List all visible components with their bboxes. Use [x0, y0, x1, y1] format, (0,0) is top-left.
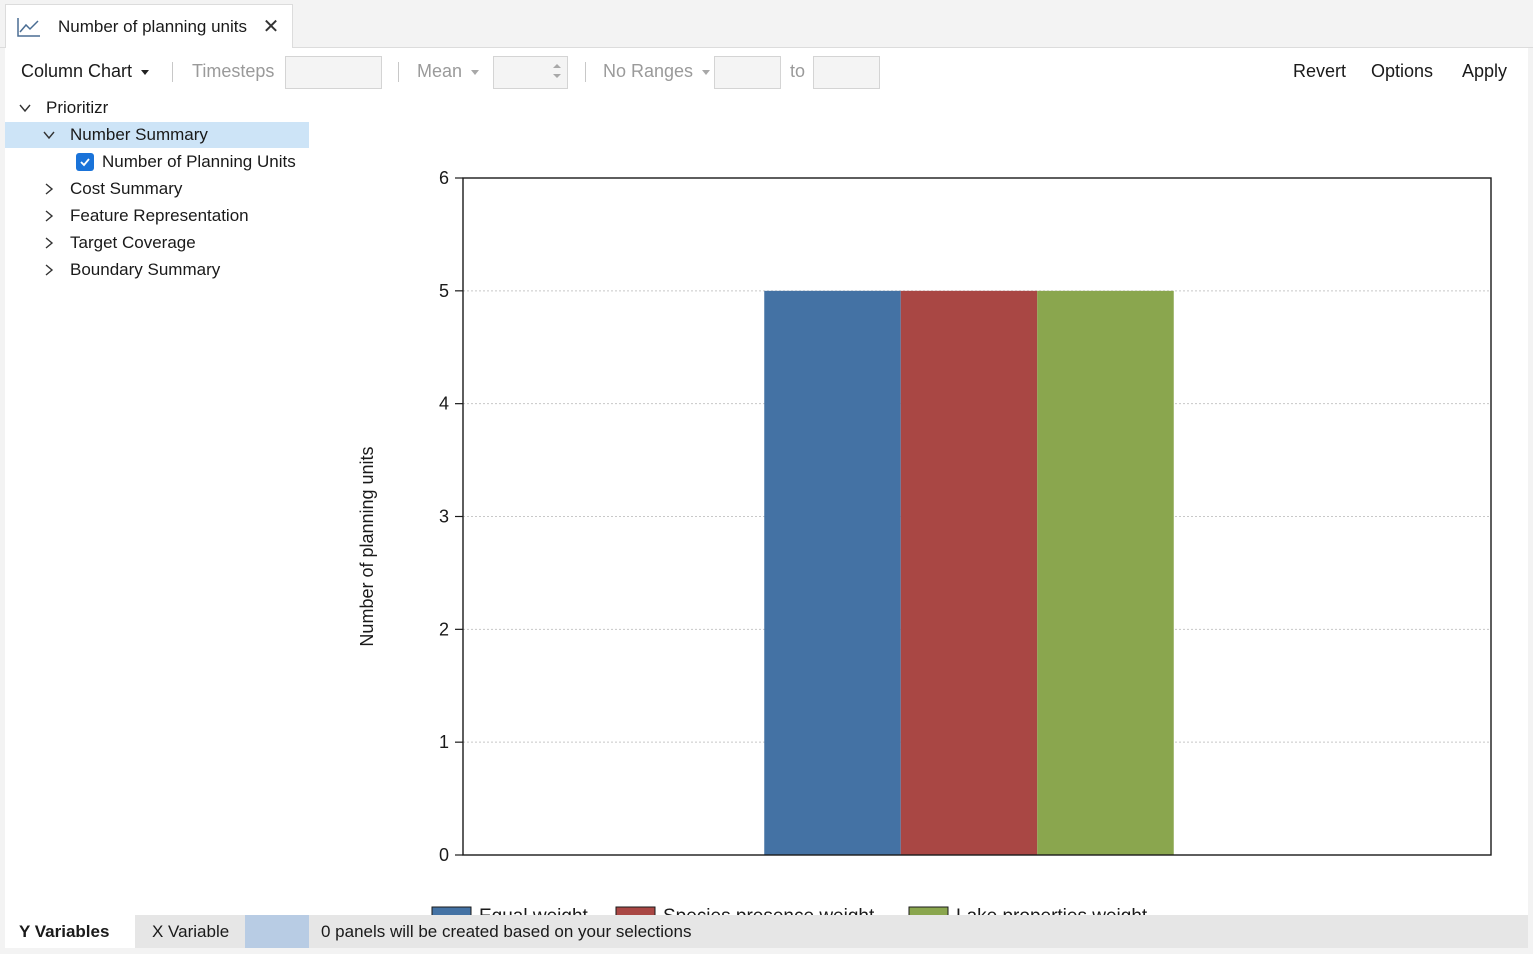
timesteps-label: Timesteps	[192, 61, 275, 81]
chevron-down-icon	[141, 70, 150, 75]
tree-item-boundary-summary[interactable]: Boundary Summary	[5, 257, 309, 283]
chart-panel: 0 1 2 3 4 5 6 Number of planning units Equal w…	[315, 95, 1528, 915]
tree-item-label: Boundary Summary	[70, 260, 221, 279]
chart-type-dropdown[interactable]: Column Chart	[21, 48, 150, 95]
tree-item-label: Target Coverage	[70, 233, 196, 252]
chevron-down-icon	[471, 70, 480, 75]
bar-equal-weight[interactable]	[764, 290, 901, 855]
legend-label: Species presence weight	[663, 906, 875, 915]
chevron-down-icon	[702, 70, 711, 75]
y-tick-label: 6	[439, 168, 449, 188]
aggregate-stepper[interactable]	[493, 56, 568, 89]
apply-button[interactable]: Apply	[1462, 61, 1508, 81]
legend-label: Equal weight	[479, 906, 589, 915]
bottom-tab-bar: Y Variables X Variable 0 panels will be …	[5, 915, 1528, 948]
tree-item-label: Number Summary	[70, 125, 208, 144]
tab-strip: Number of planning units ✕	[0, 0, 1533, 49]
legend-swatch	[908, 906, 949, 915]
bar-species-presence-weight[interactable]	[900, 290, 1038, 855]
spinner-arrows-icon[interactable]	[551, 60, 563, 85]
toolbar-divider	[585, 62, 586, 82]
chevron-down-icon[interactable]	[19, 102, 31, 114]
tree-item-number-summary[interactable]: Number Summary	[5, 122, 309, 148]
y-tick-label: 1	[439, 732, 449, 752]
tree-item-label: Cost Summary	[70, 179, 183, 198]
chevron-down-icon[interactable]	[43, 129, 55, 141]
tab-strip-filler	[245, 915, 309, 948]
column-chart: 0 1 2 3 4 5 6 Number of planning units Equal w…	[357, 168, 1492, 915]
bar-lake-properties-weight[interactable]	[1037, 290, 1174, 855]
tab-y-variables[interactable]: Y Variables	[5, 915, 135, 948]
close-icon[interactable]: ✕	[262, 15, 280, 38]
tree-item-cost-summary[interactable]: Cost Summary	[5, 176, 309, 202]
y-tick-label: 0	[439, 845, 449, 865]
chevron-right-icon[interactable]	[43, 210, 55, 222]
range-to-label: to	[790, 61, 806, 81]
ranges-label: No Ranges	[603, 61, 694, 81]
aggregate-dropdown[interactable]: Mean	[417, 48, 480, 95]
y-tick-label: 3	[439, 507, 449, 527]
y-tick-label: 4	[439, 394, 449, 414]
range-to-input[interactable]	[813, 56, 880, 89]
line-chart-icon	[17, 18, 40, 37]
chevron-right-icon[interactable]	[43, 183, 55, 195]
legend-swatch	[431, 906, 472, 915]
toolbar-divider	[172, 62, 173, 82]
tree-item-label: Prioritizr	[46, 98, 109, 117]
legend-label: Lake properties weight	[956, 906, 1148, 915]
y-tick-label: 2	[439, 619, 449, 639]
tree-item-prioritizr[interactable]: Prioritizr	[5, 95, 309, 121]
chart-window: Column Chart Timesteps Mean No Ranges to…	[5, 48, 1528, 948]
aggregate-label: Mean	[417, 61, 463, 81]
legend-swatch	[615, 906, 656, 915]
chart-type-label: Column Chart	[21, 61, 133, 81]
tab-number-of-planning-units[interactable]: Number of planning units ✕	[5, 4, 293, 49]
y-tick-label: 5	[439, 281, 449, 301]
revert-button[interactable]: Revert	[1293, 61, 1347, 81]
tree-item-number-of-planning-units[interactable]: Number of Planning Units	[5, 149, 309, 175]
checkbox-checked-icon[interactable]	[76, 153, 94, 171]
toolbar-divider	[398, 62, 399, 82]
tab-x-variable[interactable]: X Variable	[135, 915, 245, 948]
ranges-dropdown[interactable]: No Ranges	[603, 48, 711, 95]
y-axis-label: Number of planning units	[357, 446, 377, 646]
status-text: 0 panels will be created based on your s…	[321, 921, 692, 941]
variable-tree: Prioritizr Number Summary Number of Plan…	[5, 95, 309, 915]
toolbar: Column Chart Timesteps Mean No Ranges to…	[5, 48, 1528, 95]
options-button[interactable]: Options	[1371, 61, 1434, 81]
tree-item-target-coverage[interactable]: Target Coverage	[5, 230, 309, 256]
timesteps-input[interactable]	[285, 56, 382, 89]
tab-title: Number of planning units	[58, 17, 248, 36]
tree-item-label: Feature Representation	[70, 206, 249, 225]
chevron-right-icon[interactable]	[43, 264, 55, 276]
tree-item-feature-representation[interactable]: Feature Representation	[5, 203, 309, 229]
range-from-input[interactable]	[714, 56, 781, 89]
tree-item-label: Number of Planning Units	[102, 152, 296, 171]
chevron-right-icon[interactable]	[43, 237, 55, 249]
